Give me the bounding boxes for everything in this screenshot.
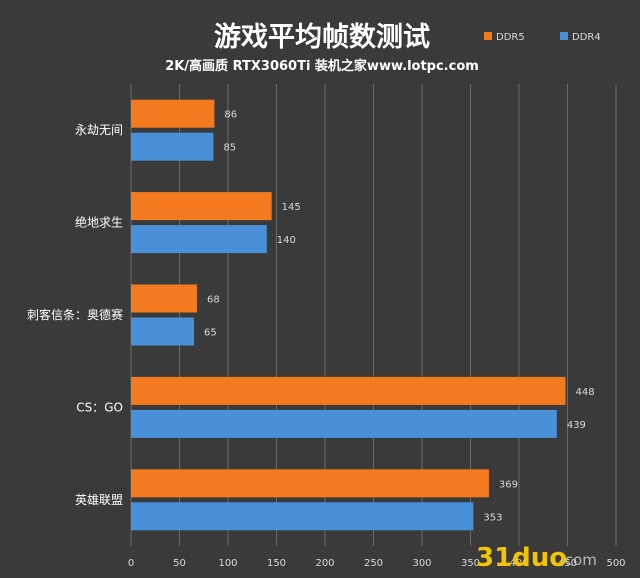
category-label: 永劫无间 bbox=[75, 123, 123, 137]
legend-label: DDR5 bbox=[496, 32, 525, 43]
x-tick-label: 100 bbox=[218, 558, 237, 569]
data-label: 140 bbox=[277, 235, 296, 246]
x-tick-label: 200 bbox=[315, 558, 334, 569]
x-tick-label: 500 bbox=[606, 558, 625, 569]
legend-swatch-ddr4 bbox=[560, 32, 568, 40]
category-label: 刺客信条：奥德赛 bbox=[27, 307, 123, 322]
data-label: 353 bbox=[483, 512, 502, 523]
watermark-text: 31duo bbox=[476, 543, 567, 573]
bar-ddr5-0 bbox=[131, 99, 215, 128]
data-label: 85 bbox=[223, 143, 236, 154]
legend-label: DDR4 bbox=[572, 32, 601, 43]
gridlines bbox=[130, 84, 617, 546]
legend: DDR5 DDR4 bbox=[484, 32, 601, 43]
category-label: 英雄联盟 bbox=[75, 492, 123, 507]
bars: 86 85 145 140 68 65 448 439 369 353 bbox=[131, 99, 595, 531]
bar-ddr5-2 bbox=[131, 284, 197, 313]
x-tick-label: 50 bbox=[173, 558, 186, 569]
chart-title: 游戏平均帧数测试 bbox=[214, 22, 430, 53]
bar-ddr4-4 bbox=[131, 502, 474, 531]
x-tick-label: 450 bbox=[558, 558, 577, 569]
data-label: 439 bbox=[567, 420, 586, 431]
bar-ddr4-2 bbox=[131, 317, 195, 346]
bar-ddr5-4 bbox=[131, 469, 489, 498]
data-label: 86 bbox=[224, 110, 237, 121]
category-label: 绝地求生 bbox=[75, 215, 123, 230]
x-tick-label: 400 bbox=[509, 558, 528, 569]
data-label: 448 bbox=[576, 387, 595, 398]
watermark: 31duo .com bbox=[476, 543, 597, 573]
bar-ddr4-3 bbox=[131, 409, 557, 438]
bar-ddr4-1 bbox=[131, 225, 267, 254]
data-label: 145 bbox=[282, 202, 301, 213]
bar-ddr4-0 bbox=[131, 132, 214, 161]
data-label: 65 bbox=[204, 328, 217, 339]
category-label: CS：GO bbox=[76, 400, 123, 414]
x-tick-label: 350 bbox=[461, 558, 480, 569]
watermark-suffix: .com bbox=[560, 551, 597, 569]
data-label: 369 bbox=[499, 479, 518, 490]
x-tick-label: 250 bbox=[364, 558, 383, 569]
x-tick-label: 0 bbox=[128, 558, 134, 569]
chart-subtitle: 2K/高画质 RTX3060Ti 装机之家www.lotpc.com bbox=[165, 58, 479, 74]
x-tick-label: 150 bbox=[267, 558, 286, 569]
data-label: 68 bbox=[207, 295, 220, 306]
legend-swatch-ddr5 bbox=[484, 32, 492, 40]
x-axis-ticks: 0 50 100 150 200 250 300 350 400 450 500 bbox=[128, 558, 626, 569]
x-tick-label: 300 bbox=[412, 558, 431, 569]
bar-ddr5-3 bbox=[131, 376, 566, 405]
bar-ddr5-1 bbox=[131, 192, 272, 221]
